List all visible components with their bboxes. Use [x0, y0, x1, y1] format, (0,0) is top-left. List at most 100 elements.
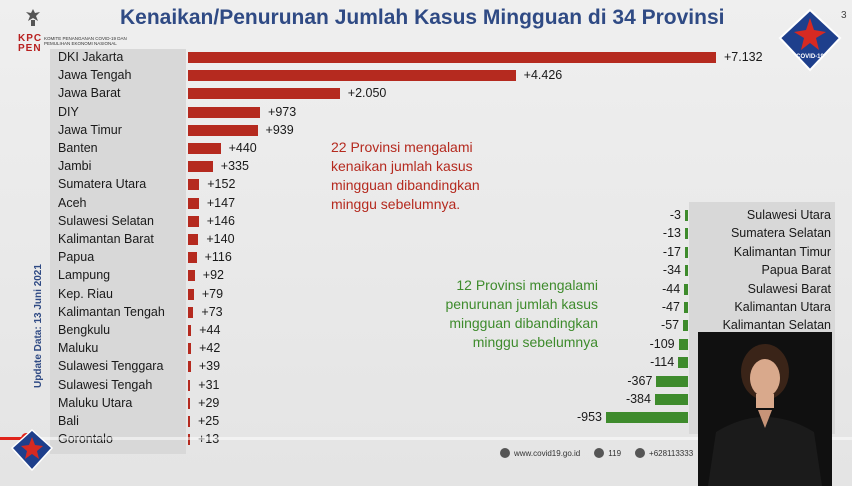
increase-value-label: +116 [204, 250, 232, 265]
increase-bar [188, 252, 197, 264]
increase-province-label: Aceh [58, 195, 87, 210]
update-date: Update Data: 13 Juni 2021 [33, 264, 44, 388]
increase-province-label: Kep. Riau [58, 286, 113, 301]
increase-province-label: Kalimantan Barat [58, 232, 154, 246]
increase-value-label: +92 [202, 268, 225, 283]
decrease-bar [685, 228, 688, 240]
decrease-province-label: Sumatera Selatan [730, 226, 831, 241]
website-link[interactable]: www.covid19.go.id [514, 448, 581, 458]
increase-label-panel [50, 49, 186, 454]
increase-value-label: +25 [198, 414, 220, 428]
increase-province-label: DKI Jakarta [58, 50, 124, 64]
whatsapp-icon [635, 448, 646, 458]
shield-icon [778, 8, 842, 72]
increase-value-label: +939 [265, 122, 294, 137]
increase-bar [188, 325, 192, 336]
increase-bar [188, 70, 516, 82]
sign-language-interpreter [698, 332, 832, 486]
increase-value-label: +335 [220, 159, 249, 174]
increase-bar [188, 106, 261, 118]
decrease-bar [678, 338, 688, 350]
satgas-covid-logo: COVID-19 [778, 8, 842, 72]
increase-province-label: Sulawesi Tenggara [58, 359, 164, 374]
increase-value-label: +152 [207, 177, 236, 192]
increase-value-label: +7.132 [724, 50, 763, 64]
decrease-bar [684, 283, 688, 295]
decrease-bar [685, 246, 688, 258]
increase-bar [188, 52, 716, 63]
increase-bar [188, 143, 221, 154]
decrease-bar [683, 320, 688, 332]
increase-value-label: +146 [206, 213, 235, 228]
increase-bar [188, 270, 195, 282]
decrease-value-label: -384 [625, 392, 651, 406]
increase-province-label: Jawa Tengah [58, 68, 132, 83]
increase-province-label: DIY [58, 104, 79, 119]
logo-abbrev-pen: PEN [18, 43, 42, 54]
increase-province-label: Jawa Timur [58, 122, 122, 137]
increase-value-label: +973 [268, 104, 297, 119]
decrease-value-label: -13 [662, 226, 681, 241]
increase-province-label: Jambi [58, 159, 92, 174]
covid-shield-watermark-icon [10, 428, 54, 472]
increase-province-label: Maluku Utara [58, 395, 133, 410]
decrease-value-label: -367 [627, 373, 653, 388]
logo-abbrev-kpc: KPC [18, 33, 43, 44]
increase-province-label: Sumatera Utara [58, 177, 147, 192]
decrease-province-label: Sulawesi Barat [747, 281, 831, 296]
decrease-bar [654, 394, 688, 405]
increase-province-label: Lampung [58, 268, 111, 283]
increase-province-label: Jawa Barat [58, 86, 121, 101]
increase-province-label: Sulawesi Tengah [58, 377, 153, 392]
increase-province-label: Banten [58, 141, 98, 155]
increase-bar [188, 215, 199, 227]
increase-province-label: Papua [58, 250, 95, 265]
increase-value-label: +73 [201, 304, 223, 319]
logo-label: COVID-19 [796, 54, 824, 60]
logo-subtitle: KOMITE PENANGANAN COVID-19 DAN PEMULIHAN… [44, 36, 127, 46]
increase-province-label: Sulawesi Selatan [58, 213, 154, 228]
globe-icon [500, 448, 510, 458]
increase-bar [188, 179, 200, 191]
decrease-value-label: -3 [669, 208, 681, 222]
decrease-province-label: Sulawesi Utara [746, 208, 831, 222]
increase-province-label: Kalimantan Tengah [58, 304, 165, 319]
decrease-value-label: -17 [662, 244, 681, 259]
hotline-number: 119 [608, 448, 622, 458]
decrease-bar [683, 302, 688, 313]
whatsapp-number: +628113333 [649, 448, 694, 458]
increase-value-label: +39 [198, 359, 221, 374]
decrease-bar [685, 210, 688, 221]
decrease-value-label: -34 [662, 263, 681, 278]
increase-value-label: +29 [198, 395, 220, 410]
increase-value-label: +140 [206, 232, 235, 246]
increase-value-label: +31 [198, 377, 220, 392]
progress-fill [0, 437, 26, 440]
increase-bar [188, 379, 191, 391]
decrease-province-label: Kalimantan Selatan [722, 318, 831, 333]
increase-value-label: +42 [199, 341, 221, 356]
kpcpen-logo: KPC PEN KOMITE PENANGANAN COVID-19 DAN P… [18, 8, 128, 68]
increase-province-label: Bali [58, 414, 79, 428]
increase-value-label: +44 [199, 323, 221, 337]
slide-title: Kenaikan/Penurunan Jumlah Kasus Mingguan… [120, 6, 725, 29]
decrease-province-label: Kalimantan Timur [733, 244, 831, 259]
increase-bar [188, 124, 258, 136]
increase-province-label: Bengkulu [58, 323, 111, 337]
decrease-value-label: -44 [662, 281, 681, 296]
decrease-bar [685, 265, 688, 277]
increase-note: 22 Provinsi mengalami kenaikan jumlah ka… [331, 139, 480, 212]
decrease-value-label: -109 [649, 336, 675, 351]
decrease-bar [678, 357, 688, 369]
footer-contacts: www.covid19.go.id 119 +628113333 [500, 446, 693, 460]
decrease-bar [606, 412, 688, 424]
increase-bar [188, 88, 340, 100]
decrease-bar [656, 375, 688, 387]
increase-bar [188, 397, 191, 409]
decrease-province-label: Kalimantan Utara [734, 300, 831, 314]
increase-value-label: +440 [228, 141, 257, 155]
increase-value-label: +4.426 [523, 68, 563, 83]
increase-bar [188, 288, 194, 300]
slide-number: 3 [841, 10, 847, 21]
garuda-emblem-icon [26, 9, 40, 26]
